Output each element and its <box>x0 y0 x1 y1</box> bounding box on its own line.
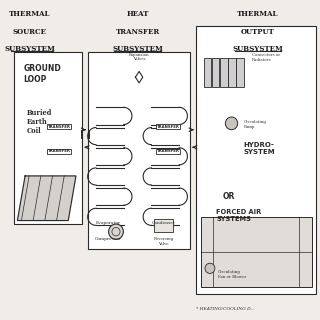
Text: TRANSFER: TRANSFER <box>48 149 70 153</box>
Text: Reversing
Valve: Reversing Valve <box>154 237 174 246</box>
Text: Evaporator: Evaporator <box>96 220 121 225</box>
Circle shape <box>108 224 124 239</box>
Text: GROUND
LOOP: GROUND LOOP <box>24 64 61 84</box>
Text: SUBSYSTEM: SUBSYSTEM <box>112 45 163 53</box>
Circle shape <box>205 263 215 273</box>
Text: OUTPUT: OUTPUT <box>241 28 275 36</box>
Bar <box>236 58 244 87</box>
Text: TRANSFER: TRANSFER <box>157 124 180 129</box>
Text: Expansion
Valves: Expansion Valves <box>129 52 149 61</box>
Text: * HEATING/COOLING D...: * HEATING/COOLING D... <box>196 307 255 311</box>
Text: Circulating
Fan or Blower: Circulating Fan or Blower <box>218 270 246 278</box>
Bar <box>196 26 316 294</box>
Text: Condenser: Condenser <box>152 220 176 225</box>
Bar <box>14 52 82 224</box>
Text: TRANSFER: TRANSFER <box>157 149 180 153</box>
Text: THERMAL: THERMAL <box>9 10 51 18</box>
Text: SUBSYSTEM: SUBSYSTEM <box>232 45 283 53</box>
Text: SOURCE: SOURCE <box>13 28 47 36</box>
Text: OR: OR <box>222 192 235 201</box>
Bar <box>155 219 173 232</box>
Bar <box>88 52 190 249</box>
Text: Compressor: Compressor <box>95 237 122 241</box>
Text: Circulating
Pump: Circulating Pump <box>244 120 267 129</box>
Bar <box>220 58 228 87</box>
Text: HEAT: HEAT <box>126 10 149 18</box>
Bar <box>201 217 312 287</box>
Text: TRANSFER: TRANSFER <box>48 124 70 129</box>
Text: Buried
Earth
Coil: Buried Earth Coil <box>27 109 52 135</box>
Text: Convectors or
Radiators: Convectors or Radiators <box>252 53 280 62</box>
Text: FORCED AIR
SYSTEMS: FORCED AIR SYSTEMS <box>216 209 261 222</box>
Text: TRANSFER: TRANSFER <box>116 28 160 36</box>
Text: SUBSYSTEM: SUBSYSTEM <box>4 45 55 53</box>
Bar <box>204 58 212 87</box>
Bar <box>228 58 236 87</box>
Circle shape <box>225 117 238 130</box>
Text: HYDRO-
SYSTEM: HYDRO- SYSTEM <box>244 142 276 156</box>
Bar <box>212 58 220 87</box>
Text: THERMAL: THERMAL <box>237 10 278 18</box>
Polygon shape <box>17 176 76 220</box>
